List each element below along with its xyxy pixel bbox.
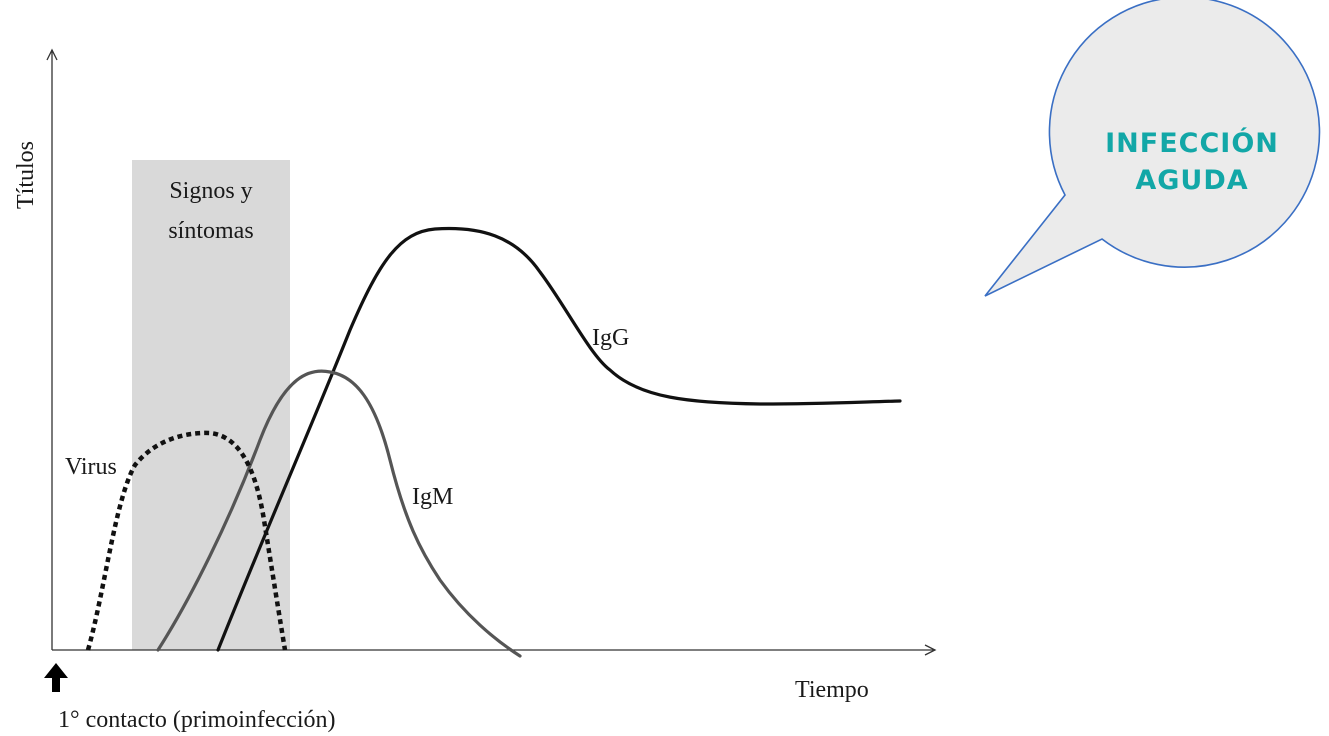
symptoms-shaded-region <box>132 160 290 650</box>
igg-label: IgG <box>592 325 629 351</box>
callout-bubble-shape <box>984 0 1321 297</box>
y-axis-arrowhead <box>46 48 58 61</box>
virus-label: Virus <box>65 454 117 480</box>
up-arrow-icon <box>44 663 68 692</box>
callout-bubble: INFECCIÓN AGUDA <box>984 0 1321 297</box>
igg-curve <box>216 226 902 652</box>
virus-curve <box>85 430 288 651</box>
x-axis-arrowhead <box>924 644 937 656</box>
axes <box>46 48 937 656</box>
symptoms-label-line1: Signos y <box>169 178 252 204</box>
symptoms-label-line2: síntomas <box>168 218 253 244</box>
callout-text-line1: INFECCIÓN <box>1105 127 1279 159</box>
igm-curve <box>156 369 522 658</box>
x-axis-label: Tiempo <box>795 677 869 703</box>
igm-label: IgM <box>412 484 453 510</box>
first-contact-label: 1° contacto (primoinfección) <box>58 707 336 733</box>
callout-text-line2: AGUDA <box>1135 165 1248 196</box>
y-axis-label: Títulos <box>13 141 39 209</box>
